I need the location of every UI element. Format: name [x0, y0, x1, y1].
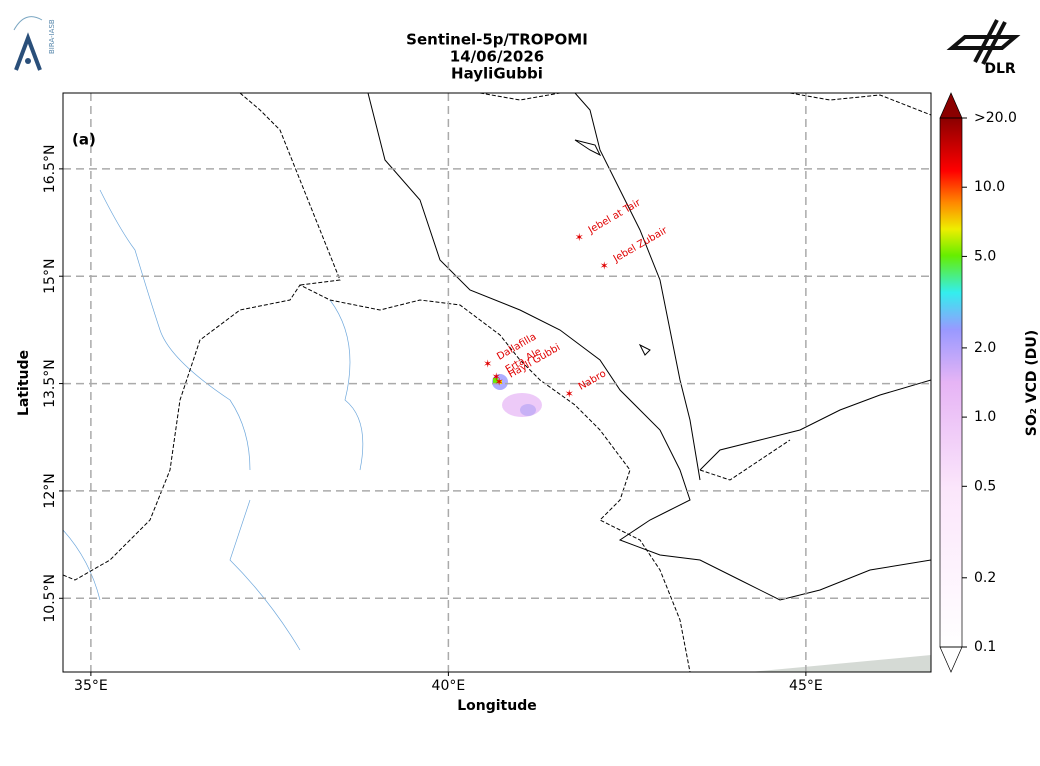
dlr-text: DLR	[984, 61, 1016, 77]
x-tick-label: 45°E	[789, 678, 823, 694]
volcano-marker: ✶	[575, 231, 584, 244]
y-axis-label: Latitude	[16, 350, 32, 416]
colorbar-extend-min	[939, 646, 963, 673]
colorbar-tick-label: 1.0	[974, 409, 996, 425]
colorbar	[940, 118, 962, 647]
colorbar-tick-label: 10.0	[974, 179, 1005, 195]
sea-corner	[750, 655, 931, 672]
y-tick-label: 10.5°N	[42, 574, 58, 623]
colorbar-tick-label: 0.1	[974, 639, 996, 655]
bira-logo: BIRA-IASB	[13, 16, 56, 71]
colorbar-tick-label: 0.5	[974, 478, 996, 494]
y-tick-label: 12°N	[42, 473, 58, 508]
bira-text: BIRA-IASB	[48, 19, 56, 54]
colorbar-label: SO₂ VCD (DU)	[1024, 330, 1040, 436]
title-line: Sentinel-5p/TROPOMI	[406, 31, 588, 49]
y-tick-label: 13.5°N	[42, 359, 58, 408]
dlr-logo: DLR	[946, 19, 1021, 77]
colorbar-frame	[939, 117, 963, 648]
map-frame	[62, 92, 932, 673]
colorbar-tick-label: 5.0	[974, 248, 996, 264]
x-axis-label: Longitude	[457, 698, 537, 714]
colorbar-tick-label: >20.0	[974, 110, 1017, 126]
volcano-marker: ✶	[565, 388, 574, 401]
y-tick-label: 16.5°N	[42, 145, 58, 194]
title-line: HayliGubbi	[451, 65, 543, 83]
panel-label: (a)	[72, 131, 96, 149]
colorbar-tick-label: 2.0	[974, 340, 996, 356]
volcano-marker: ✶	[483, 358, 492, 371]
colorbar-tick-label: 0.2	[974, 570, 996, 586]
volcano-marker: ✶	[600, 259, 609, 272]
volcano-marker: ✶	[495, 375, 504, 388]
rivers	[63, 189, 364, 651]
x-tick-label: 35°E	[74, 678, 108, 694]
borders	[63, 93, 931, 672]
x-tick-label: 40°E	[432, 678, 466, 694]
coastlines	[367, 93, 931, 601]
colorbar-ticks: 0.1 0.2 0.5 1.0 2.0 5.0 10.0 >20.0	[962, 110, 1017, 655]
y-tick-label: 15°N	[42, 259, 58, 294]
so2-plume	[492, 374, 542, 417]
title-line: 14/06/2026	[450, 48, 544, 66]
colorbar-extend-max	[939, 92, 963, 119]
volcano-marker: ✶	[492, 370, 501, 383]
